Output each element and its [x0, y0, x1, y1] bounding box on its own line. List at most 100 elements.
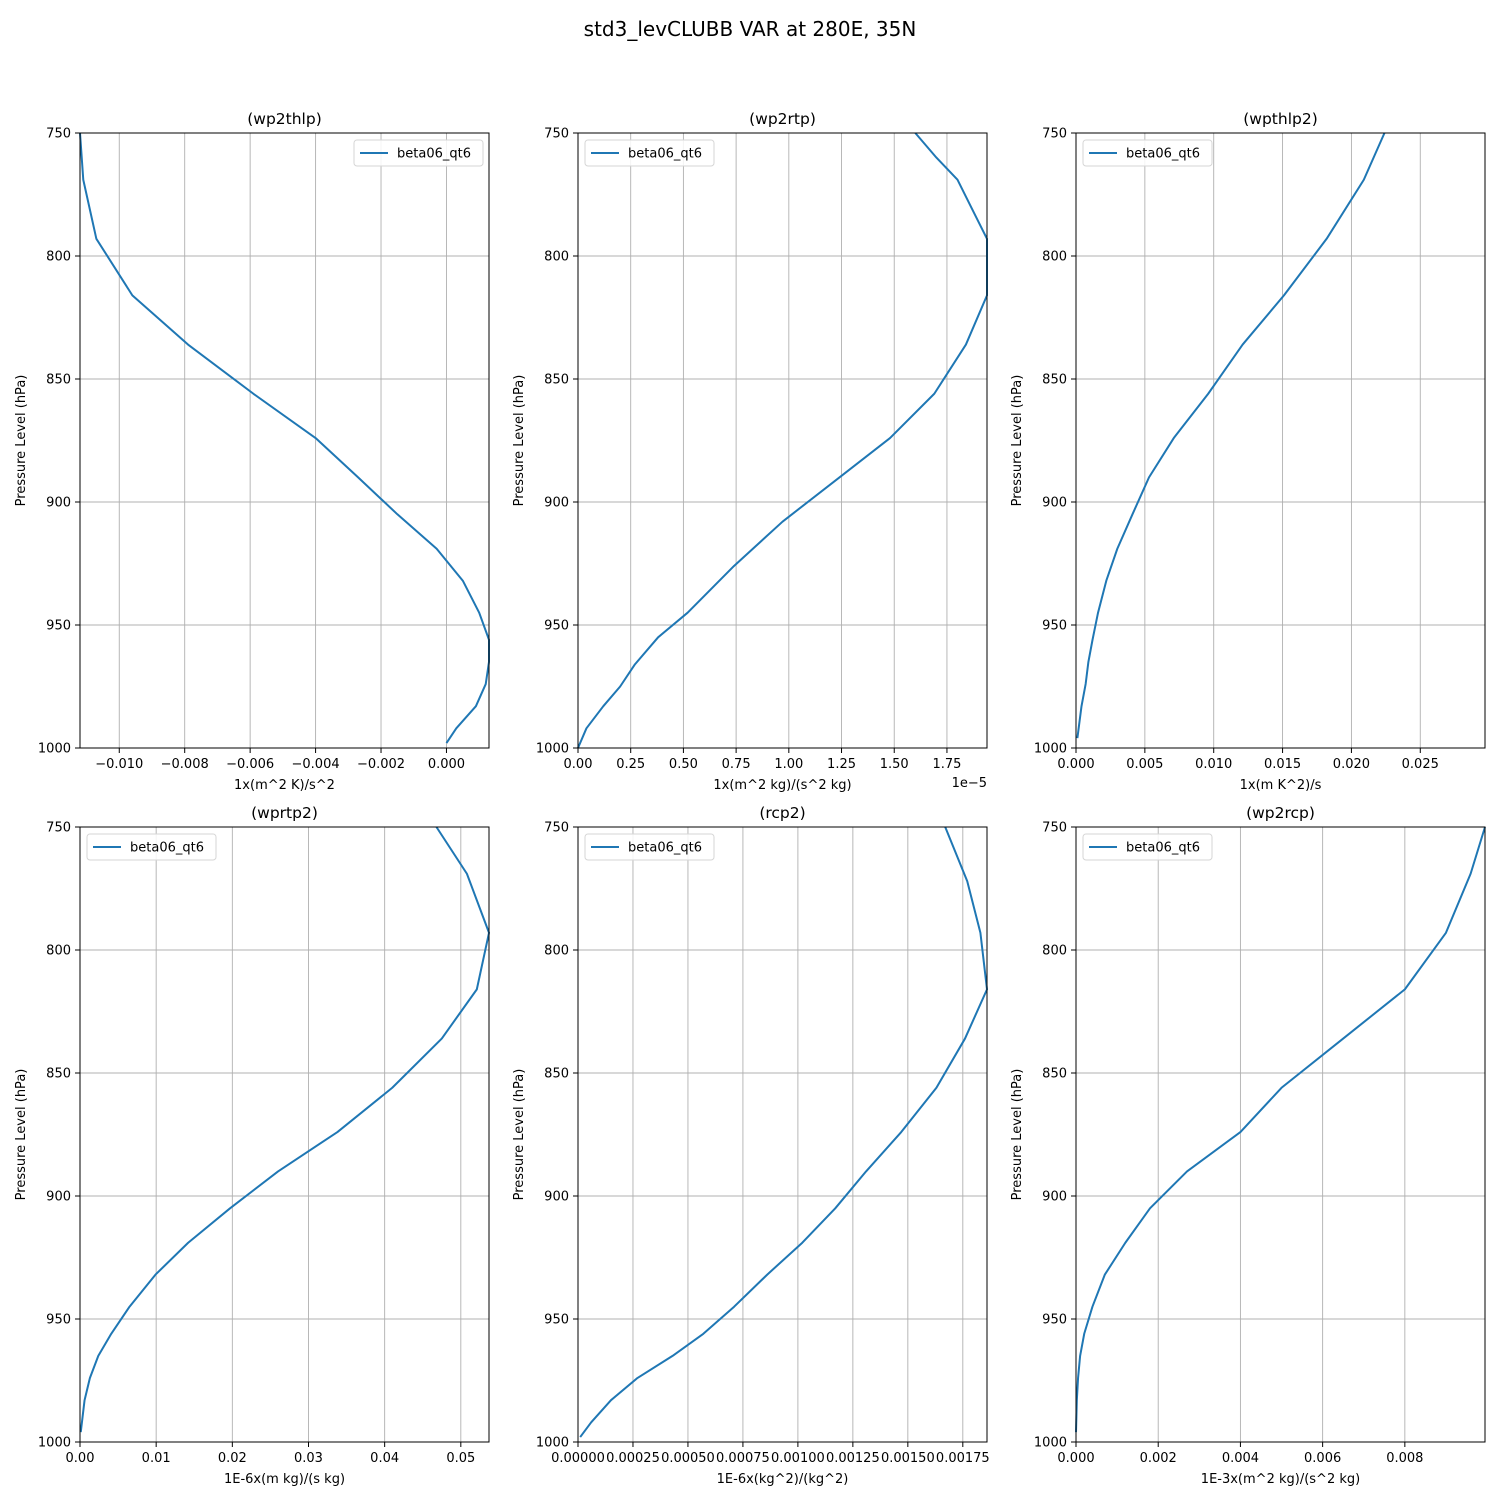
y-tick-label: 850 — [1042, 1067, 1067, 1082]
legend-label: beta06_qt6 — [1126, 147, 1200, 162]
panel-2: 0.00 0.25 0.50 0.75 1.00 1.25 1.50 1.75 750 800 85… — [512, 110, 988, 793]
y-tick-label: 750 — [544, 127, 569, 142]
y-tick-label: 900 — [544, 1190, 569, 1205]
legend-label: beta06_qt6 — [397, 147, 471, 162]
plot-frame — [577, 132, 988, 749]
x-axis-label: 1x(m^2 kg)/(s^2 kg) — [713, 778, 851, 793]
y-tick-label: 800 — [46, 944, 71, 959]
x-axis-label: 1E-6x(kg^2)/(kg^2) — [717, 1472, 849, 1487]
y-axis-label: Pressure Level (hPa) — [512, 1069, 527, 1201]
y-tick-label: 850 — [544, 1067, 569, 1082]
x-tick-label: 0.75 — [722, 757, 751, 772]
legend-label: beta06_qt6 — [130, 841, 204, 856]
x-tick-label: 0.006 — [1304, 1451, 1341, 1466]
x-tick-label: 0.00 — [564, 757, 593, 772]
y-tick-label: 900 — [544, 496, 569, 511]
y-tick-label: 850 — [46, 373, 71, 388]
plot-frame — [577, 826, 988, 1443]
y-tick-label: 1000 — [1034, 742, 1067, 757]
panel-1: −0.010 −0.008 −0.006 −0.004 −0.002 0.000 750 80… — [14, 110, 490, 793]
series-line-1 — [1076, 132, 1386, 739]
y-tick-label: 1000 — [536, 1436, 569, 1451]
x-tick-label: 0.000 — [1057, 757, 1094, 772]
x-tick-label: 0.002 — [1140, 1451, 1177, 1466]
figure-title: std3_levCLUBB VAR at 280E, 35N — [584, 17, 917, 41]
x-tick-label: 0.03 — [294, 1451, 323, 1466]
y-tick-label: 750 — [544, 821, 569, 836]
y-axis-label: Pressure Level (hPa) — [14, 375, 29, 507]
x-tick-label: −0.004 — [292, 757, 340, 772]
y-tick-label: 800 — [544, 944, 569, 959]
x-tick-label: 1.75 — [932, 757, 961, 772]
legend-box — [353, 139, 484, 167]
y-tick-label: 850 — [1042, 373, 1067, 388]
panel-title: (wp2rcp) — [1246, 804, 1315, 822]
plot-frame — [1075, 826, 1486, 1443]
x-tick-label: −0.008 — [161, 757, 209, 772]
x-axis-label: 1x(m^2 K)/s^2 — [234, 778, 335, 793]
x-tick-label: 0.000 — [1057, 1451, 1094, 1466]
x-tick-label: 0.004 — [1222, 1451, 1259, 1466]
x-tick-label: 0.010 — [1195, 757, 1232, 772]
legend: beta06_qt6 — [584, 139, 715, 167]
y-tick-label: 950 — [544, 1313, 569, 1328]
y-tick-label: 950 — [1042, 619, 1067, 634]
legend-label: beta06_qt6 — [1126, 841, 1200, 856]
panel-4: 0.00 0.01 0.02 0.03 0.04 0.05 750 800 850 900 950 1… — [14, 804, 490, 1487]
y-tick-label: 950 — [544, 619, 569, 634]
y-tick-label: 800 — [1042, 250, 1067, 265]
y-tick-label: 750 — [1042, 821, 1067, 836]
x-axis-label: 1E-3x(m^2 kg)/(s^2 kg) — [1201, 1472, 1360, 1487]
x-tick-label: −0.002 — [357, 757, 405, 772]
y-tick-label: 900 — [1042, 1190, 1067, 1205]
y-tick-label: 1000 — [38, 1436, 71, 1451]
x-tick-label: 0.25 — [616, 757, 645, 772]
x-tick-label: 0.00 — [66, 1451, 95, 1466]
y-tick-label: 950 — [1042, 1313, 1067, 1328]
y-tick-label: 1000 — [38, 742, 71, 757]
y-tick-label: 950 — [46, 1313, 71, 1328]
plot-frame — [79, 132, 490, 749]
y-tick-label: 850 — [544, 373, 569, 388]
panel-6: 0.000 0.002 0.004 0.006 0.008 750 800 850 900 950… — [1010, 804, 1486, 1487]
legend: beta06_qt6 — [584, 833, 715, 861]
series-line-1 — [79, 132, 490, 744]
y-axis-label: Pressure Level (hPa) — [1010, 1069, 1025, 1201]
x-tick-label: 0.00025 — [606, 1451, 660, 1466]
y-tick-label: 800 — [46, 250, 71, 265]
panel-5: 0.00000 0.00025 0.00050 0.00075 0.00100 0.001… — [512, 804, 990, 1487]
panel-title: (rcp2) — [759, 804, 805, 822]
y-tick-label: 750 — [46, 127, 71, 142]
y-tick-label: 800 — [544, 250, 569, 265]
y-axis-label: Pressure Level (hPa) — [14, 1069, 29, 1201]
x-tick-label: 1.25 — [827, 757, 856, 772]
y-tick-label: 800 — [1042, 944, 1067, 959]
x-tick-label: 0.015 — [1264, 757, 1301, 772]
x-tick-label: 0.04 — [370, 1451, 399, 1466]
panel-title: (wpthlp2) — [1243, 110, 1318, 128]
y-tick-label: 950 — [46, 619, 71, 634]
x-tick-label: 1.50 — [880, 757, 909, 772]
x-tick-label: 0.02 — [218, 1451, 247, 1466]
x-tick-label: −0.010 — [95, 757, 143, 772]
x-axis-label: 1E-6x(m kg)/(s kg) — [224, 1472, 345, 1487]
y-tick-label: 750 — [46, 821, 71, 836]
x-tick-label: 0.00150 — [881, 1451, 935, 1466]
series-line-1 — [579, 826, 988, 1438]
y-tick-label: 1000 — [1034, 1436, 1067, 1451]
legend: beta06_qt6 — [1082, 139, 1213, 167]
x-tick-label: 0.00050 — [661, 1451, 715, 1466]
y-tick-label: 900 — [46, 1190, 71, 1205]
series-line-1 — [577, 132, 988, 749]
y-tick-label: 750 — [1042, 127, 1067, 142]
x-tick-label: 1.00 — [774, 757, 803, 772]
x-tick-label: 0.05 — [446, 1451, 475, 1466]
legend-box — [584, 833, 715, 861]
legend-label: beta06_qt6 — [628, 841, 702, 856]
legend: beta06_qt6 — [86, 833, 217, 861]
x-tick-label: 0.01 — [142, 1451, 171, 1466]
legend: beta06_qt6 — [353, 139, 484, 167]
y-axis-label: Pressure Level (hPa) — [1010, 375, 1025, 507]
legend-box — [1082, 139, 1213, 167]
